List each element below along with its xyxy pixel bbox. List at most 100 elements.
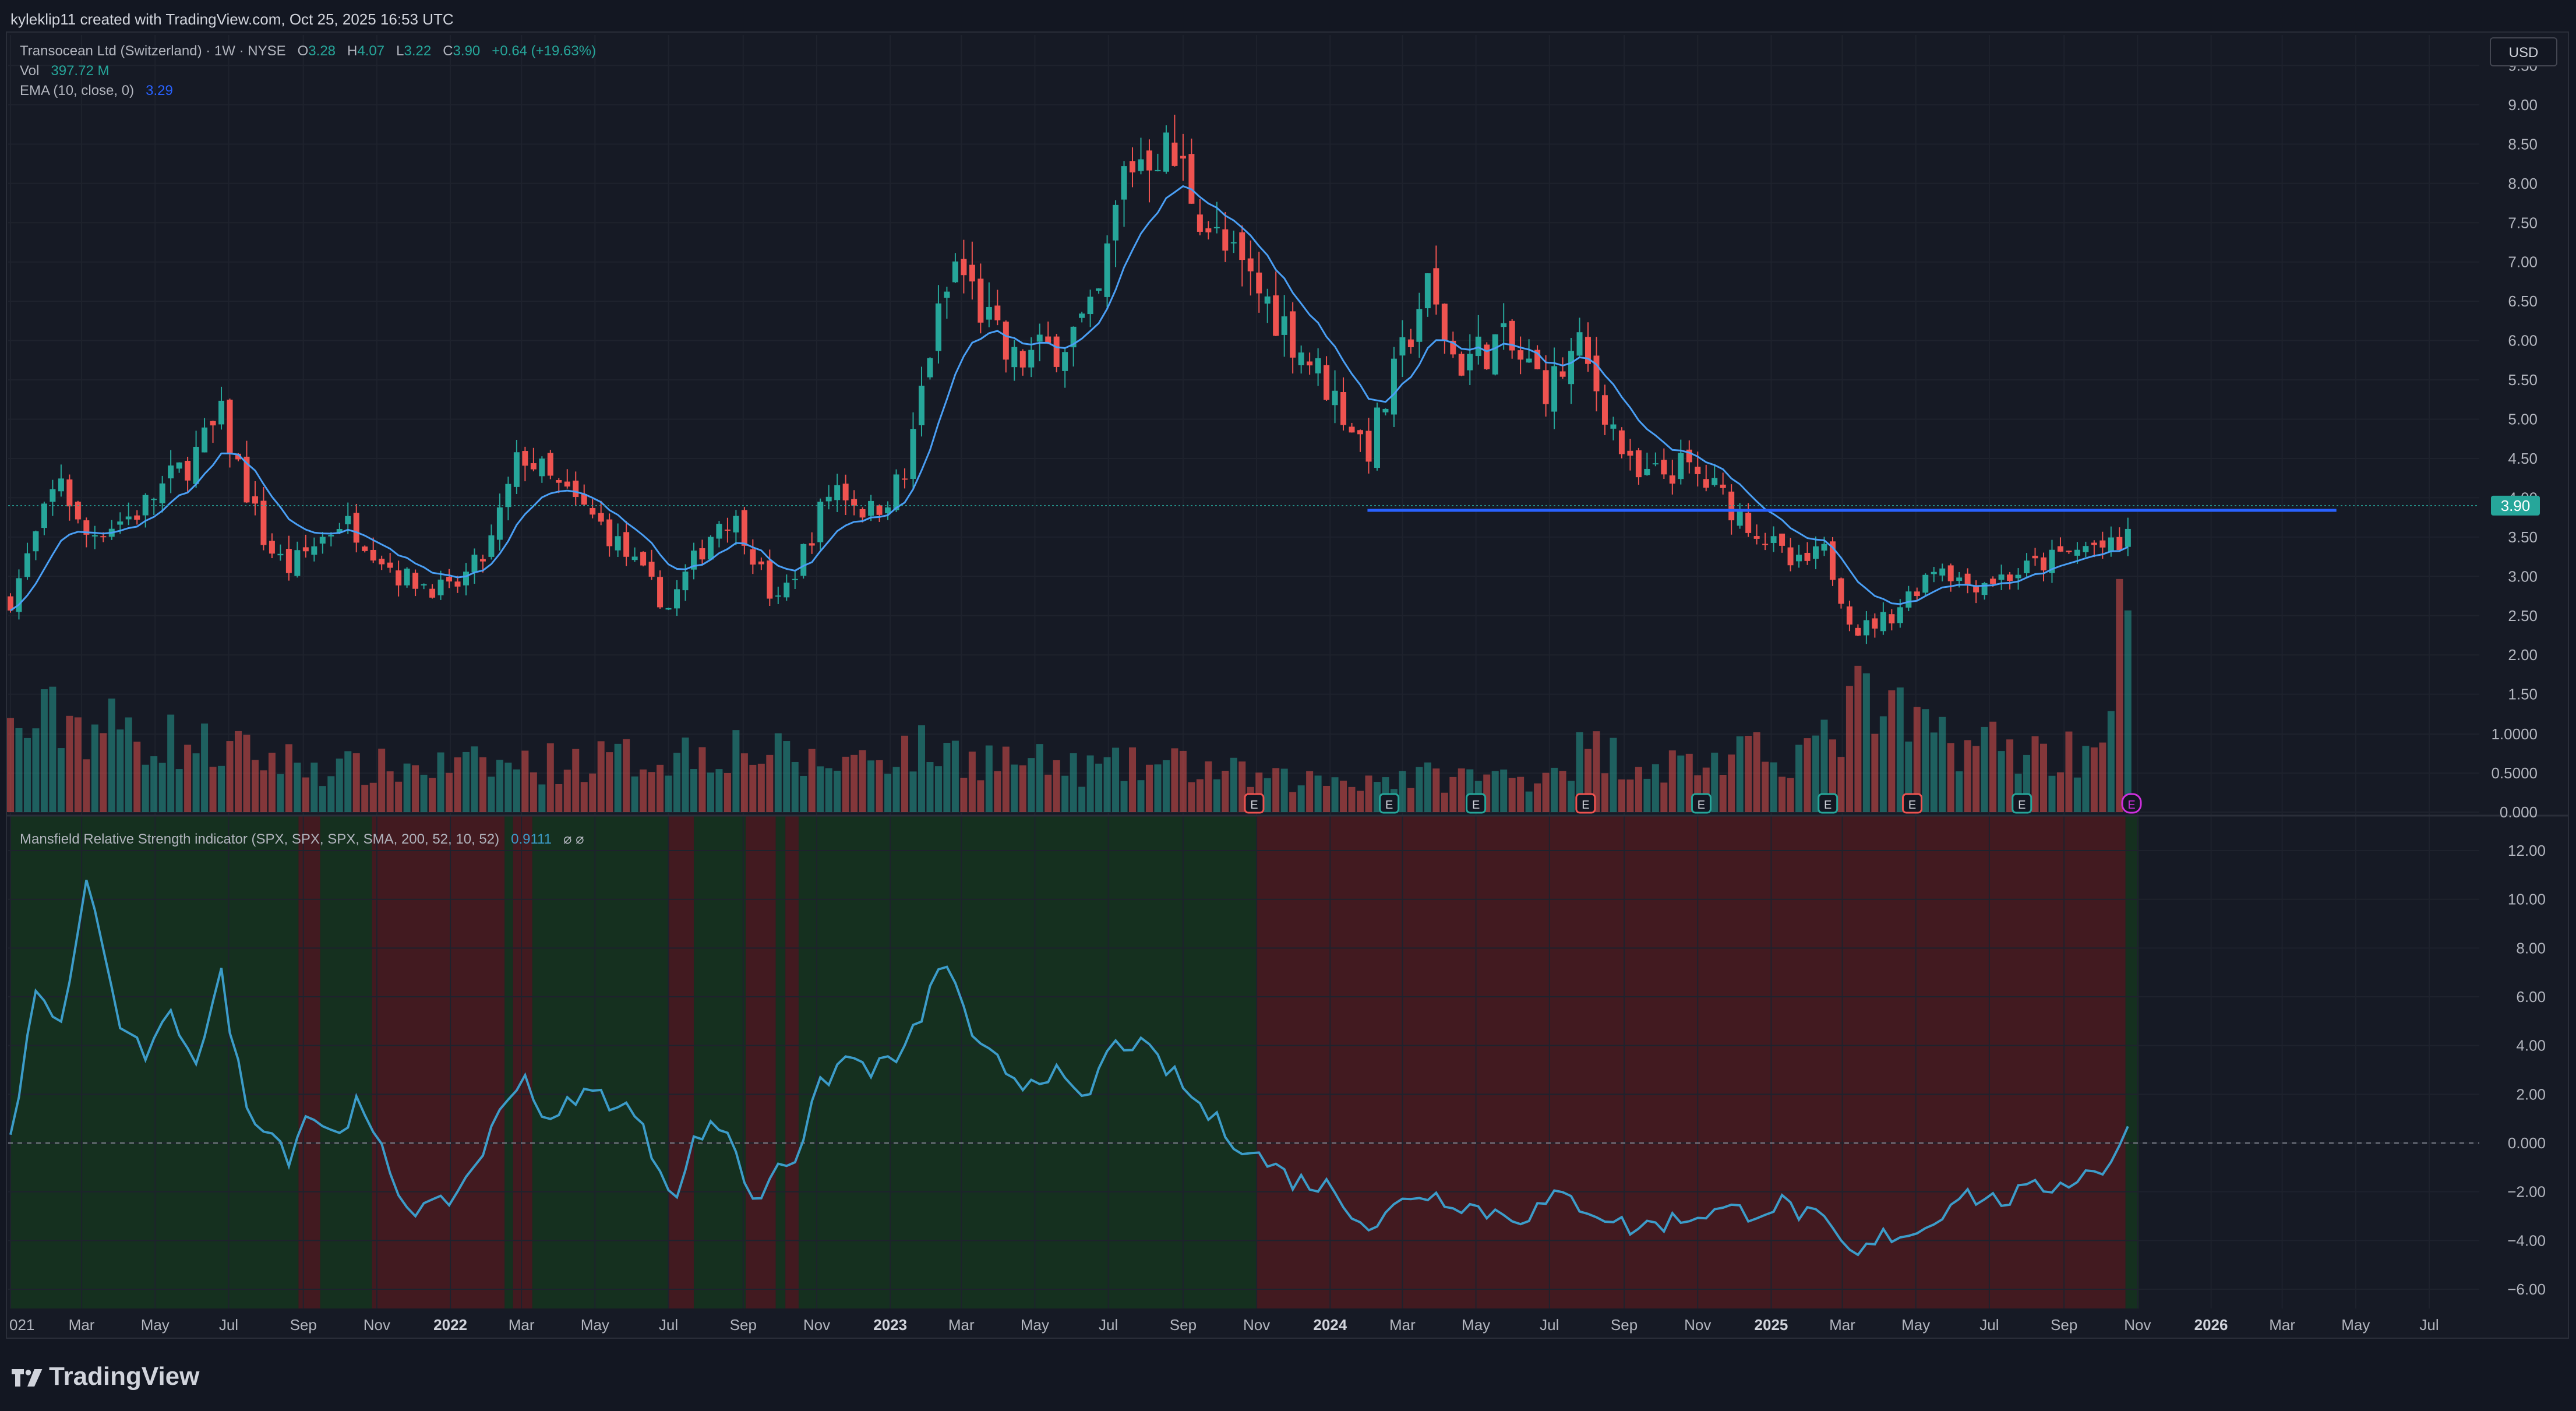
price-axis-label: 9.00 bbox=[2508, 96, 2538, 114]
mrs-legend[interactable]: Mansfield Relative Strength indicator (S… bbox=[20, 831, 584, 847]
candle bbox=[1197, 214, 1203, 232]
volume-bar bbox=[1871, 733, 1879, 812]
mrs-zone-bullish bbox=[532, 816, 669, 1308]
earnings-marker[interactable]: E bbox=[1244, 793, 1265, 814]
candle bbox=[682, 572, 689, 591]
volume-bar bbox=[395, 781, 403, 812]
volume-bar bbox=[1837, 757, 1845, 812]
candle bbox=[893, 474, 899, 510]
candle bbox=[1104, 243, 1110, 297]
volume-bar bbox=[201, 723, 209, 812]
currency-button[interactable]: USD bbox=[2490, 37, 2557, 66]
time-axis-label: Mar bbox=[2269, 1316, 2295, 1334]
candle bbox=[1441, 304, 1448, 341]
candle bbox=[176, 462, 182, 469]
candle bbox=[277, 553, 284, 556]
volume-bar bbox=[1373, 782, 1381, 812]
candle bbox=[488, 535, 495, 557]
candle bbox=[210, 421, 216, 426]
volume-bar bbox=[1854, 665, 1862, 812]
volume-bar bbox=[1019, 765, 1026, 812]
candle bbox=[1163, 132, 1169, 172]
earnings-marker[interactable]: E bbox=[2012, 793, 2032, 814]
candle bbox=[1829, 541, 1836, 580]
earnings-marker[interactable]: E bbox=[1818, 793, 1839, 814]
tradingview-logo[interactable]: TradingView bbox=[12, 1362, 199, 1391]
volume-bar bbox=[1820, 719, 1828, 812]
volume-bar bbox=[521, 750, 529, 812]
candle bbox=[1568, 351, 1575, 385]
earnings-marker[interactable]: E bbox=[1466, 793, 1487, 814]
candle bbox=[1551, 366, 1558, 412]
earnings-marker[interactable]: E bbox=[1691, 793, 1712, 814]
volume-bar bbox=[1989, 721, 1997, 812]
volume-bar bbox=[251, 760, 259, 812]
time-axis-label: Sep bbox=[2051, 1316, 2077, 1334]
volume-bar bbox=[817, 766, 824, 812]
volume-bar bbox=[1845, 686, 1853, 812]
volume-bar bbox=[1685, 753, 1693, 812]
candle bbox=[1779, 533, 1785, 546]
earnings-marker[interactable]: E bbox=[1902, 793, 1923, 814]
candle bbox=[2083, 546, 2089, 552]
candle bbox=[1028, 350, 1035, 368]
candle bbox=[1324, 365, 1330, 400]
volume-bar bbox=[1559, 771, 1566, 812]
candle bbox=[125, 516, 132, 520]
ema-legend[interactable]: EMA (10, close, 0) 3.29 bbox=[20, 83, 173, 98]
volume-bar bbox=[7, 718, 14, 812]
header-credit: kyleklip11 created with TradingView.com,… bbox=[10, 10, 454, 28]
volume-bar bbox=[867, 760, 875, 812]
candle bbox=[1576, 332, 1583, 356]
volume-bar bbox=[960, 777, 968, 812]
price-axis-label: 4.50 bbox=[2508, 450, 2538, 467]
candle bbox=[1872, 618, 1878, 629]
volume-bar bbox=[614, 743, 622, 812]
volume-bar bbox=[40, 689, 48, 812]
candle bbox=[454, 581, 461, 587]
candle bbox=[446, 577, 453, 582]
candle bbox=[1585, 337, 1592, 364]
volume-bar bbox=[1103, 757, 1111, 812]
volume-bar bbox=[23, 738, 31, 812]
candle bbox=[952, 261, 958, 283]
candle bbox=[1399, 337, 1406, 356]
volume-bar bbox=[1913, 707, 1921, 812]
tradingview-logo-icon bbox=[12, 1369, 43, 1387]
volume-bar bbox=[1517, 777, 1525, 812]
volume-legend[interactable]: Vol 397.72 M bbox=[20, 63, 110, 79]
mrs-zone-bullish bbox=[798, 816, 1257, 1308]
candle bbox=[758, 561, 764, 565]
price-axis-label: 8.00 bbox=[2508, 175, 2538, 192]
symbol-title[interactable]: Transocean Ltd (Switzerland) · 1W · NYSE bbox=[20, 43, 286, 59]
candle bbox=[1703, 479, 1709, 488]
volume-bar bbox=[1137, 780, 1145, 812]
time-axis-label: Sep bbox=[1170, 1316, 1197, 1334]
candle bbox=[902, 478, 908, 480]
volume-bar bbox=[673, 753, 681, 812]
candle bbox=[1526, 358, 1532, 363]
candle bbox=[1062, 352, 1068, 371]
earnings-marker-label: E bbox=[2018, 799, 2025, 812]
candle bbox=[471, 555, 478, 573]
earnings-marker[interactable]: E bbox=[1379, 793, 1400, 814]
volume-bar bbox=[1677, 755, 1685, 812]
candle bbox=[1964, 573, 1971, 585]
candle bbox=[1559, 371, 1566, 377]
mrs-status-icons: ⌀ ⌀ bbox=[563, 831, 584, 847]
candle bbox=[336, 529, 343, 534]
candle bbox=[1745, 513, 1752, 533]
volume-bar bbox=[1129, 747, 1137, 812]
earnings-marker[interactable]: E bbox=[2121, 793, 2142, 814]
time-axis-label: May bbox=[1021, 1316, 1049, 1334]
candle bbox=[1205, 228, 1212, 232]
volume-bar bbox=[1238, 761, 1246, 812]
earnings-marker[interactable]: E bbox=[1575, 793, 1596, 814]
candle bbox=[1669, 475, 1675, 484]
candle bbox=[1543, 370, 1549, 404]
candle bbox=[1770, 536, 1777, 544]
candle bbox=[1180, 156, 1186, 159]
candle bbox=[539, 458, 545, 477]
candle bbox=[1956, 577, 1963, 581]
